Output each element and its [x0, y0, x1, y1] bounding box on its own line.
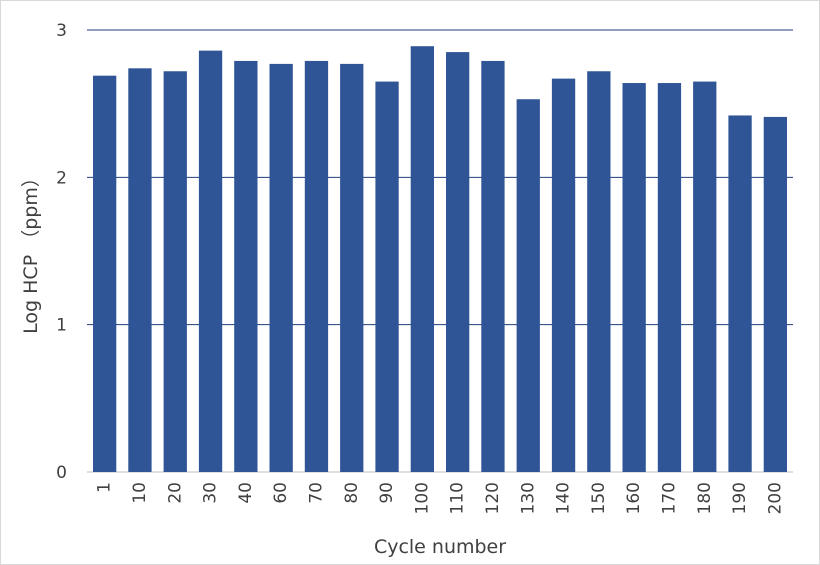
x-tick-label: 120	[483, 482, 503, 514]
x-tick-label: 60	[271, 482, 291, 504]
x-tick-label: 70	[306, 482, 326, 504]
x-tick-label: 1	[95, 482, 115, 493]
bar	[198, 50, 223, 472]
bar	[693, 81, 717, 473]
bar	[410, 46, 434, 472]
x-tick-label: 180	[695, 482, 715, 514]
bar	[657, 83, 682, 472]
x-tick-label: 10	[130, 482, 150, 504]
bar	[728, 115, 752, 472]
bar	[446, 52, 470, 472]
x-tick-label: 190	[730, 482, 750, 514]
y-tick-label: 3	[56, 21, 67, 41]
bar	[481, 60, 505, 472]
x-tick-label: 20	[165, 482, 185, 504]
bar	[622, 83, 646, 472]
bar	[304, 60, 329, 472]
y-tick-label: 1	[56, 316, 67, 336]
bar	[163, 71, 187, 473]
x-tick-label: 170	[659, 482, 679, 514]
x-tick-label: 200	[765, 482, 785, 514]
x-tick-label: 110	[448, 482, 468, 514]
x-axis-title: Cycle number	[374, 536, 506, 558]
x-tick-label: 130	[518, 482, 538, 514]
x-tick-labels: 1 10 20 30 40 60 70 80 90 100 110 120 130 140 150 160 17…	[95, 482, 786, 514]
bar	[340, 63, 364, 473]
x-tick-label: 160	[624, 482, 644, 514]
x-tick-label: 30	[201, 482, 221, 504]
y-tick-labels: 0 1 2 3	[56, 21, 67, 483]
x-tick-label: 150	[589, 482, 609, 514]
bar	[763, 116, 787, 472]
bar	[516, 99, 540, 472]
bar	[234, 60, 258, 472]
x-tick-label: 90	[377, 482, 397, 504]
bar	[551, 78, 576, 473]
x-tick-label: 140	[554, 482, 574, 514]
x-tick-label: 80	[342, 482, 362, 504]
bar	[93, 75, 117, 472]
y-tick-label: 0	[56, 463, 67, 483]
bar	[128, 68, 152, 472]
y-axis-title: Log HCP （ppm）	[20, 168, 42, 334]
x-tick-label: 100	[412, 482, 432, 514]
bars	[93, 46, 787, 473]
bar	[375, 81, 399, 473]
bar	[587, 71, 611, 473]
gridlines	[87, 29, 793, 473]
x-tick-label: 40	[236, 482, 256, 504]
y-tick-label: 2	[56, 168, 67, 188]
bar	[269, 63, 293, 473]
